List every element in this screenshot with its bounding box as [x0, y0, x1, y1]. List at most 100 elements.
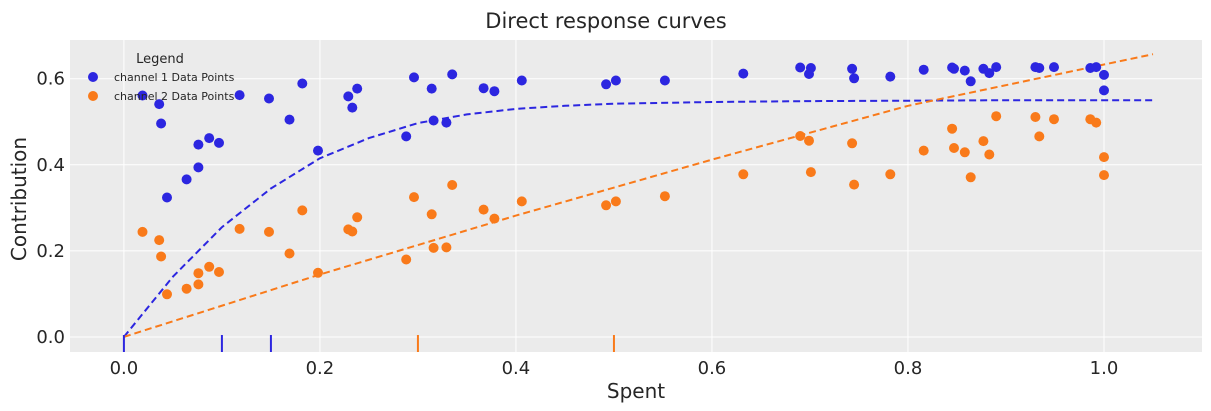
data-point-series-1	[959, 147, 970, 158]
data-point-series-0	[284, 114, 295, 125]
response-curve-line-3	[123, 53, 1154, 338]
data-point-series-1	[795, 131, 806, 141]
data-point-series-0	[156, 118, 167, 129]
data-point-series-0	[1049, 62, 1059, 73]
data-point-series-1	[610, 196, 621, 207]
x-tick-label: 0.8	[894, 358, 923, 379]
data-point-series-1	[193, 268, 204, 279]
data-point-series-1	[1099, 152, 1109, 163]
tick-labels: 0.0 0.2 0.4 0.6 0.8 1.0 0.0 0.2 0.4 0.6	[36, 69, 1118, 379]
y-tick-label: 0.6	[36, 69, 65, 90]
data-point-series-0	[181, 174, 192, 185]
rug-ticks	[122, 335, 615, 352]
chart-title: Direct response curves	[485, 9, 726, 33]
data-point-series-0	[489, 86, 500, 97]
data-point-series-0	[428, 115, 439, 126]
data-point-series-0	[805, 63, 816, 73]
data-point-series-1	[805, 167, 816, 178]
data-point-series-1	[978, 136, 989, 147]
data-point-series-1	[947, 123, 958, 134]
x-tick-label: 0.2	[306, 358, 335, 379]
data-point-series-0	[1099, 69, 1109, 80]
data-point-series-1	[847, 138, 858, 149]
data-point-series-1	[949, 143, 959, 153]
data-point-series-1	[601, 200, 612, 211]
legend-marker-channel-1	[88, 72, 98, 82]
x-tick-label: 0.6	[698, 358, 727, 379]
data-point-series-0	[659, 75, 670, 86]
data-point-series-0	[965, 76, 976, 87]
data-point-series-1	[234, 223, 245, 234]
data-point-series-0	[795, 62, 806, 73]
data-point-series-0	[885, 71, 896, 82]
data-point-series-1	[804, 135, 814, 146]
curve-lines	[123, 53, 1154, 338]
data-point-series-1	[352, 212, 363, 223]
data-point-series-0	[313, 145, 323, 156]
legend-title: Legend	[136, 52, 184, 67]
data-point-series-1	[1049, 114, 1059, 125]
data-point-series-1	[659, 191, 670, 202]
data-point-series-1	[849, 179, 860, 190]
data-point-series-0	[409, 72, 419, 83]
data-point-series-0	[426, 83, 437, 94]
data-point-series-0	[234, 90, 245, 101]
data-point-series-0	[214, 137, 224, 148]
data-point-series-1	[478, 204, 489, 215]
data-point-series-0	[193, 139, 204, 150]
x-axis-label: Spent	[607, 379, 665, 403]
data-point-series-0	[610, 75, 621, 86]
data-point-series-0	[516, 75, 527, 86]
data-point-series-0	[991, 62, 1002, 73]
data-point-series-1	[918, 145, 929, 156]
data-point-series-0	[738, 68, 749, 79]
data-point-series-1	[489, 213, 500, 224]
x-tick-label: 0.4	[502, 358, 531, 379]
data-point-series-0	[1091, 62, 1102, 73]
data-point-series-1	[193, 279, 204, 290]
data-point-series-1	[204, 261, 215, 272]
data-point-series-0	[1099, 85, 1109, 96]
data-point-series-0	[193, 162, 204, 173]
data-point-series-1	[264, 226, 274, 237]
y-tick-label: 0.4	[36, 155, 65, 176]
legend-marker-channel-2	[88, 91, 98, 101]
data-point-series-1	[284, 248, 295, 259]
plot-area	[70, 40, 1202, 352]
data-point-series-0	[154, 99, 165, 110]
y-tick-label: 0.2	[36, 241, 65, 262]
response-curve-line-2	[123, 99, 1153, 338]
data-point-series-1	[409, 192, 419, 203]
data-point-series-0	[447, 69, 458, 80]
data-point-series-1	[428, 242, 439, 253]
data-point-series-1	[1099, 170, 1109, 181]
data-point-series-1	[181, 283, 192, 294]
data-points	[137, 62, 1109, 300]
data-point-series-1	[297, 205, 308, 216]
data-point-series-0	[918, 64, 929, 75]
data-point-series-0	[949, 63, 959, 74]
data-point-series-0	[352, 83, 363, 94]
data-point-series-1	[441, 242, 452, 253]
data-point-series-1	[137, 226, 148, 237]
legend-label-channel-2: channel 2 Data Points	[114, 90, 235, 103]
data-point-series-0	[162, 192, 172, 203]
data-point-series-1	[401, 254, 412, 265]
data-point-series-1	[154, 235, 165, 246]
data-point-series-1	[965, 172, 976, 183]
data-point-series-0	[984, 68, 995, 79]
data-point-series-0	[347, 102, 358, 113]
data-point-series-1	[1030, 112, 1041, 122]
data-point-series-1	[1091, 117, 1102, 128]
data-point-series-0	[204, 133, 215, 144]
data-point-series-1	[162, 289, 172, 300]
data-point-series-0	[849, 73, 860, 84]
data-point-series-1	[447, 180, 458, 190]
data-point-series-0	[478, 83, 489, 94]
data-point-series-1	[991, 111, 1002, 122]
data-point-series-0	[847, 63, 858, 74]
data-point-series-0	[343, 91, 354, 102]
data-point-series-1	[885, 169, 896, 180]
data-point-series-1	[738, 169, 749, 180]
